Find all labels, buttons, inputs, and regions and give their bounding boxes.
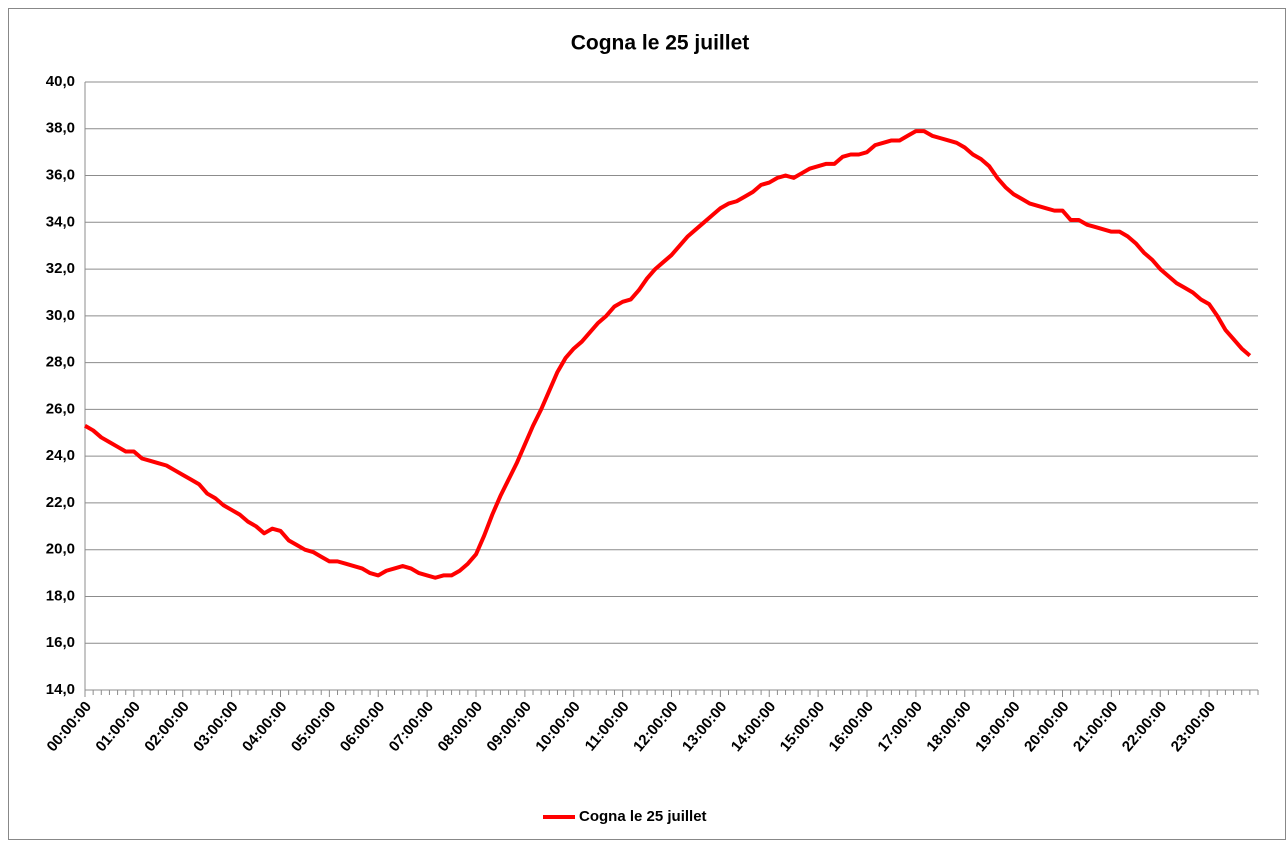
y-tick-label: 14,0 (46, 681, 75, 698)
line-series (84, 129, 1252, 580)
chart-frame (8, 8, 1286, 840)
chart-title: Cogna le 25 juillet (571, 32, 750, 55)
legend-label: Cogna le 25 juillet (579, 808, 707, 825)
y-tick-label: 20,0 (46, 541, 75, 558)
y-tick-label: 30,0 (46, 307, 75, 324)
y-tick-label: 40,0 (46, 73, 75, 90)
y-tick-label: 38,0 (46, 120, 75, 137)
y-tick-label: 32,0 (46, 260, 75, 277)
y-tick-label: 22,0 (46, 494, 75, 511)
y-tick-label: 26,0 (46, 400, 75, 417)
y-tick-label: 16,0 (46, 634, 75, 651)
y-tick-label: 24,0 (46, 447, 75, 464)
y-tick-label: 34,0 (46, 213, 75, 230)
y-tick-label: 28,0 (46, 354, 75, 371)
y-tick-label: 36,0 (46, 167, 75, 184)
y-tick-label: 18,0 (46, 587, 75, 604)
